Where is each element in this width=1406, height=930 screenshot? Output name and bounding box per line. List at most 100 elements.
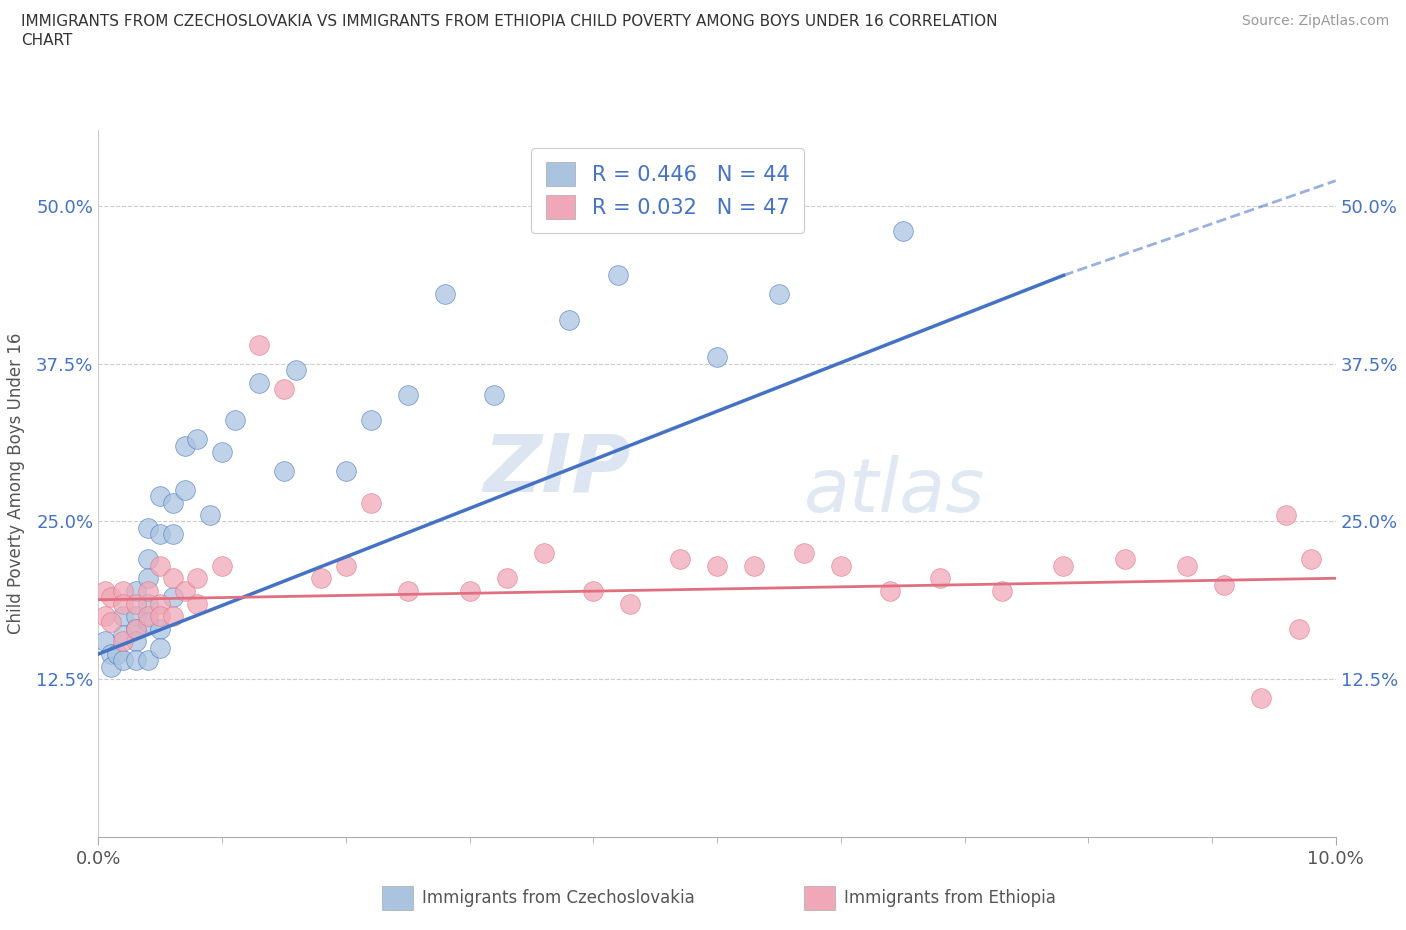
Point	[742, 558, 765, 573]
Point	[112, 609, 135, 624]
Point	[124, 621, 146, 636]
Point	[198, 508, 221, 523]
Point	[136, 596, 159, 611]
Point	[1175, 558, 1198, 573]
Point	[433, 286, 456, 301]
Text: CHART: CHART	[21, 33, 73, 47]
Point	[706, 350, 728, 365]
Point	[100, 615, 122, 630]
Point	[93, 583, 115, 598]
Point	[149, 640, 172, 655]
Point	[211, 445, 233, 459]
Point	[124, 621, 146, 636]
Point	[1213, 578, 1236, 592]
Point	[136, 551, 159, 566]
Point	[285, 363, 308, 378]
Point	[607, 268, 630, 283]
Point	[124, 596, 146, 611]
Point	[458, 583, 481, 598]
Point	[174, 583, 197, 598]
Point	[112, 596, 135, 611]
Point	[112, 583, 135, 598]
Text: Immigrants from Ethiopia: Immigrants from Ethiopia	[844, 889, 1056, 908]
Point	[174, 483, 197, 498]
Point	[582, 583, 605, 598]
Point	[124, 634, 146, 649]
Point	[669, 551, 692, 566]
Point	[484, 388, 506, 403]
Point	[186, 596, 208, 611]
Point	[136, 653, 159, 668]
Point	[149, 558, 172, 573]
Point	[360, 495, 382, 510]
Point	[396, 583, 419, 598]
Point	[149, 596, 172, 611]
Text: Source: ZipAtlas.com: Source: ZipAtlas.com	[1241, 14, 1389, 28]
Legend: R = 0.446   N = 44, R = 0.032   N = 47: R = 0.446 N = 44, R = 0.032 N = 47	[531, 148, 804, 233]
Point	[136, 615, 159, 630]
Point	[247, 338, 270, 352]
Point	[990, 583, 1012, 598]
Text: IMMIGRANTS FROM CZECHOSLOVAKIA VS IMMIGRANTS FROM ETHIOPIA CHILD POVERTY AMONG B: IMMIGRANTS FROM CZECHOSLOVAKIA VS IMMIGR…	[21, 14, 998, 29]
Point	[1114, 551, 1136, 566]
Point	[273, 463, 295, 478]
Point	[149, 526, 172, 541]
Point	[186, 571, 208, 586]
Point	[136, 583, 159, 598]
Point	[93, 634, 115, 649]
Text: ZIP: ZIP	[484, 431, 630, 509]
Point	[557, 312, 579, 327]
Point	[335, 463, 357, 478]
Point	[112, 653, 135, 668]
Point	[162, 571, 184, 586]
Point	[162, 590, 184, 604]
Point	[396, 388, 419, 403]
Point	[247, 375, 270, 390]
Point	[100, 646, 122, 661]
Point	[891, 224, 914, 239]
Point	[100, 659, 122, 674]
Point	[1052, 558, 1074, 573]
Point	[879, 583, 901, 598]
Text: Immigrants from Czechoslovakia: Immigrants from Czechoslovakia	[422, 889, 695, 908]
Point	[706, 558, 728, 573]
Point	[1288, 621, 1310, 636]
Point	[149, 489, 172, 504]
Point	[533, 546, 555, 561]
Point	[224, 413, 246, 428]
Point	[124, 653, 146, 668]
Point	[1250, 691, 1272, 706]
Point	[136, 609, 159, 624]
Point	[149, 621, 172, 636]
Y-axis label: Child Poverty Among Boys Under 16: Child Poverty Among Boys Under 16	[7, 333, 25, 634]
Point	[105, 646, 128, 661]
Point	[149, 609, 172, 624]
Point	[136, 521, 159, 536]
Point	[830, 558, 852, 573]
Point	[1275, 508, 1298, 523]
Point	[211, 558, 233, 573]
Point	[174, 438, 197, 453]
Point	[186, 432, 208, 447]
Point	[360, 413, 382, 428]
Point	[928, 571, 950, 586]
Point	[100, 590, 122, 604]
Point	[136, 571, 159, 586]
Point	[793, 546, 815, 561]
Point	[495, 571, 517, 586]
Text: atlas: atlas	[804, 455, 986, 526]
Point	[335, 558, 357, 573]
Point	[93, 609, 115, 624]
Point	[1299, 551, 1322, 566]
Point	[768, 286, 790, 301]
Point	[124, 609, 146, 624]
Point	[112, 634, 135, 649]
Point	[619, 596, 641, 611]
Point	[124, 583, 146, 598]
Point	[309, 571, 332, 586]
Point	[162, 526, 184, 541]
Point	[162, 609, 184, 624]
Point	[162, 495, 184, 510]
Point	[273, 381, 295, 396]
Point	[112, 628, 135, 643]
